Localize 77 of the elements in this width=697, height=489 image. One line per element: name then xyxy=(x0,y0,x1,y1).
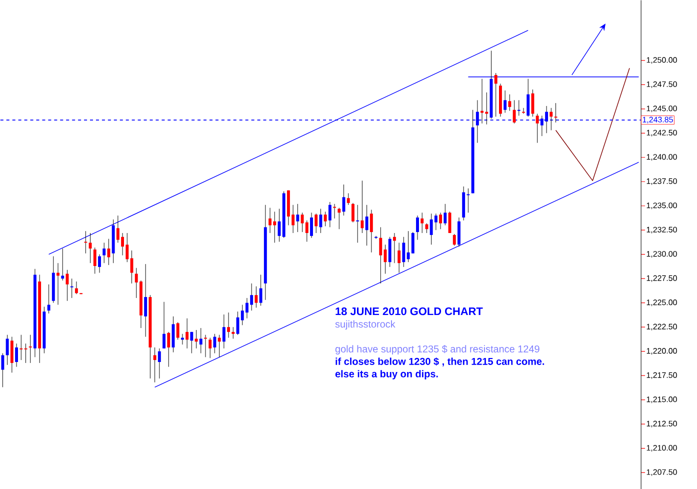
candlestick xyxy=(526,78,530,117)
candlestick xyxy=(522,108,525,114)
candlestick xyxy=(24,343,28,364)
annotation: if closes below 1230 $ , then 1215 can come. xyxy=(336,357,544,366)
candlestick xyxy=(88,232,92,264)
candlestick xyxy=(213,333,216,354)
candlestick xyxy=(392,232,396,264)
candlestick xyxy=(199,328,202,354)
candlestick xyxy=(93,247,96,274)
candlestick xyxy=(504,90,507,113)
candlestick xyxy=(458,217,460,247)
candlestick xyxy=(180,333,184,345)
candlestick xyxy=(333,204,336,219)
candlestick xyxy=(47,284,50,314)
candlestick xyxy=(10,336,14,373)
candlestick xyxy=(416,215,419,240)
candlestick xyxy=(167,332,170,367)
annotation: else its a buy on dips. xyxy=(335,370,438,380)
candlestick xyxy=(512,100,516,124)
candlestick xyxy=(98,254,101,273)
annotation: gold have support 1235 $ and resistance 1249 xyxy=(335,344,540,354)
candlestick xyxy=(388,236,392,268)
candlestick xyxy=(102,242,106,264)
candlestick xyxy=(144,264,148,337)
candlestick xyxy=(254,286,258,308)
candlestick xyxy=(536,113,539,143)
candlestick xyxy=(28,334,32,364)
candlestick xyxy=(158,348,161,379)
candlestick xyxy=(352,202,354,222)
candlestick xyxy=(319,208,322,234)
candlestick xyxy=(6,334,9,365)
candlestick xyxy=(194,330,198,348)
candlestick xyxy=(328,202,332,228)
candlestick xyxy=(494,72,498,117)
candlestick xyxy=(452,234,456,246)
candlestick xyxy=(208,337,212,358)
candlestick xyxy=(420,212,424,234)
candlestick xyxy=(508,94,512,111)
candlestick xyxy=(232,326,235,339)
candlestick xyxy=(439,212,442,230)
annotation: sujithsstorock xyxy=(335,320,396,330)
candlestick xyxy=(365,204,368,246)
candlestick xyxy=(550,108,553,130)
candlestick xyxy=(296,204,300,232)
candlestick xyxy=(222,314,226,348)
candlestick xyxy=(15,343,18,367)
candlestick xyxy=(176,322,180,340)
candlestick xyxy=(204,334,207,358)
candlestick xyxy=(554,102,558,123)
candlestick xyxy=(402,236,406,268)
candlestick xyxy=(20,334,23,360)
candlestick xyxy=(190,332,194,354)
candlestick xyxy=(398,242,401,273)
candlestick xyxy=(324,211,327,226)
candlestick xyxy=(107,238,110,266)
candlestick xyxy=(259,274,262,306)
candlestick xyxy=(1,352,4,388)
text: 18 JUNE 2010 GOLD CHART xyxy=(336,307,483,316)
candlestick xyxy=(310,212,313,238)
candlestick xyxy=(227,312,230,338)
candlestick xyxy=(218,334,221,358)
candlestick xyxy=(360,180,364,234)
candlestick xyxy=(370,209,373,253)
candlestick xyxy=(356,204,360,243)
candlestick xyxy=(338,207,341,230)
candlestick xyxy=(70,278,74,298)
candlestick xyxy=(346,192,350,205)
candlestick xyxy=(444,204,447,226)
candlestick xyxy=(379,226,382,284)
candlestick xyxy=(425,222,428,234)
candlestick xyxy=(517,100,520,116)
candlestick xyxy=(186,318,189,348)
candlestick xyxy=(84,230,88,254)
candlestick xyxy=(162,301,166,348)
candlestick xyxy=(314,213,318,234)
candlestick xyxy=(74,281,78,294)
candlestick xyxy=(153,347,156,382)
